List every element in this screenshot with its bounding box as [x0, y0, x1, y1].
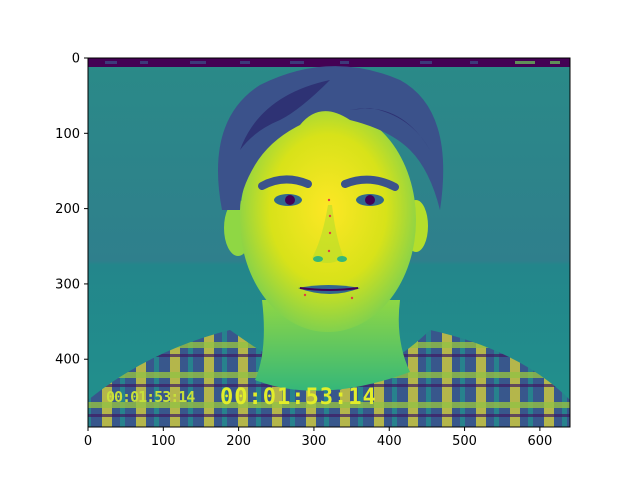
x-tick-label: 400: [377, 434, 402, 449]
x-axis: 0 100 200 300 400 500 600: [84, 427, 552, 449]
x-tick-label: 300: [302, 434, 327, 449]
axes-frame: [87, 57, 571, 428]
timestamp-overlay-large: 00:01:53:14: [220, 385, 377, 410]
photo-image: 00:01:53:14 00:01:53:14: [88, 58, 570, 427]
y-tick-label: 100: [55, 127, 80, 142]
landmark-markers: [303, 198, 354, 300]
y-tick-label: 300: [55, 277, 80, 292]
x-tick-label: 600: [527, 434, 552, 449]
timestamp-overlay-small: 00:01:53:14: [106, 388, 195, 406]
x-tick-label: 500: [452, 434, 477, 449]
y-tick-label: 0: [72, 52, 80, 67]
y-axis: 0 100 200 300 400: [55, 52, 88, 368]
x-tick-label: 0: [84, 434, 92, 449]
y-tick-label: 400: [55, 353, 80, 368]
x-tick-label: 100: [151, 434, 176, 449]
x-tick-label: 200: [226, 434, 251, 449]
y-tick-label: 200: [55, 202, 80, 217]
